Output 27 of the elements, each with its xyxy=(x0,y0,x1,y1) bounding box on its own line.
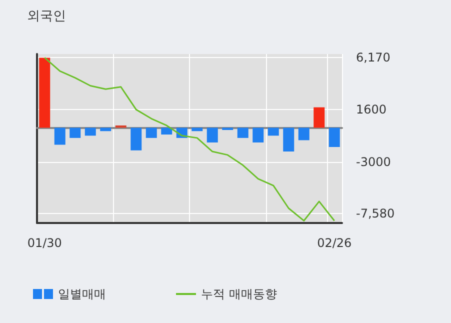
y-tick-label: 6,170 xyxy=(356,50,390,65)
bar xyxy=(84,128,96,136)
bar xyxy=(130,128,142,150)
bar xyxy=(268,128,279,136)
bar xyxy=(237,128,248,138)
bar xyxy=(54,128,66,145)
bar xyxy=(206,128,218,142)
chart-title: 외국인 xyxy=(27,9,66,24)
y-tick-label: -7,580 xyxy=(356,206,395,221)
bar xyxy=(100,128,112,132)
legend-label: 일별매매 xyxy=(58,287,106,301)
bar xyxy=(314,107,325,128)
bar xyxy=(298,128,310,140)
bar xyxy=(39,58,50,128)
bar xyxy=(70,128,81,138)
y-tick-label: 1600 xyxy=(356,102,387,117)
bar xyxy=(192,128,203,132)
bar xyxy=(161,128,172,135)
bar xyxy=(283,128,294,152)
bar xyxy=(146,128,157,138)
x-tick-label: 02/26 xyxy=(317,236,352,250)
x-tick-label: 01/30 xyxy=(27,236,62,250)
line-series xyxy=(44,56,336,222)
bar xyxy=(252,128,264,142)
bar xyxy=(328,128,340,148)
legend-label: 누적 매매동향 xyxy=(201,287,277,301)
y-tick-label: -3000 xyxy=(356,154,391,169)
